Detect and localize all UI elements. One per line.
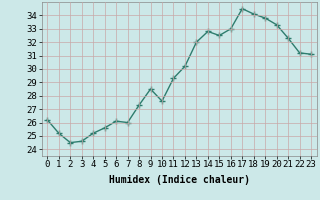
X-axis label: Humidex (Indice chaleur): Humidex (Indice chaleur) xyxy=(109,175,250,185)
